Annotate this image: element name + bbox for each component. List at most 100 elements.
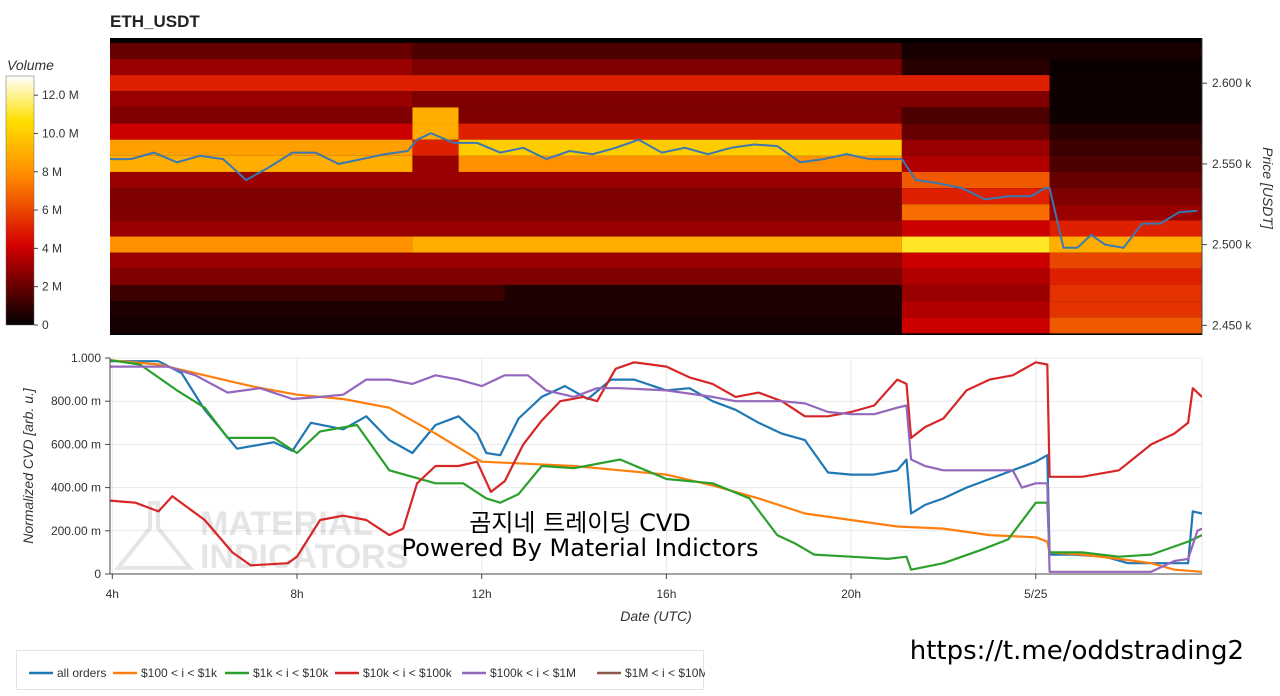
heatmap-cell bbox=[412, 58, 902, 76]
heatmap-y-tick-label: 2.550 k bbox=[1212, 157, 1252, 171]
heatmap-cell bbox=[901, 220, 1050, 237]
heatmap-title: ETH_USDT bbox=[110, 12, 200, 31]
heatmap-cell bbox=[1049, 284, 1202, 302]
cvd-x-tick-label: 20h bbox=[841, 587, 861, 601]
heatmap-cell bbox=[901, 301, 1050, 318]
heatmap-cell bbox=[110, 220, 902, 237]
heatmap-cells bbox=[110, 42, 1202, 334]
heatmap-cell bbox=[1049, 188, 1202, 205]
heatmap-cell bbox=[1049, 107, 1202, 124]
colorbar-ticks: 0 2 M 4 M 6 M 8 M 10.0 M 12.0 M bbox=[34, 88, 79, 332]
heatmap-cell bbox=[901, 123, 1050, 140]
heatmap-cell bbox=[458, 155, 902, 172]
cvd-y-tick-label: 600.00 m bbox=[51, 437, 101, 451]
heatmap-cell bbox=[901, 58, 1050, 76]
price-line bbox=[110, 132, 1198, 249]
cvd-x-tick-label: 4h bbox=[106, 587, 119, 601]
heatmap-cell bbox=[110, 139, 413, 156]
heatmap-cell bbox=[110, 284, 505, 302]
colorbar-tick-label: 12.0 M bbox=[42, 88, 79, 102]
heatmap-cell bbox=[412, 236, 902, 253]
cvd-y-tick-label: 0 bbox=[94, 567, 101, 581]
overlay-subtitle: Powered By Material Indictors bbox=[401, 534, 759, 562]
colorbar-tick-label: 10.0 M bbox=[42, 126, 79, 140]
heatmap-cell bbox=[110, 58, 413, 76]
cvd-y-tick-label: 1.000 bbox=[71, 351, 101, 365]
heatmap-cell bbox=[110, 107, 413, 124]
heatmap-cell bbox=[1049, 252, 1202, 269]
heatmap-cell bbox=[1049, 204, 1202, 221]
cvd-series-2 bbox=[110, 359, 1202, 571]
legend-item[interactable]: $100 < i < $1k bbox=[113, 666, 218, 680]
legend-item[interactable]: $100k < i < $1M bbox=[462, 666, 576, 680]
colorbar-tick-label: 6 M bbox=[42, 203, 62, 217]
heatmap-cell bbox=[412, 139, 459, 156]
cvd-y-ticks: 0 200.00 m 400.00 m 600.00 m 800.00 m 1.000 bbox=[51, 351, 110, 581]
cvd-x-label: Date (UTC) bbox=[620, 608, 692, 624]
legend-item[interactable]: $1M < i < $10M bbox=[597, 666, 708, 680]
heatmap-cell bbox=[110, 123, 413, 140]
cvd-y-tick-label: 200.00 m bbox=[51, 524, 101, 538]
cvd-x-tick-label: 16h bbox=[656, 587, 676, 601]
price-line-group bbox=[110, 132, 1198, 249]
heatmap-cell bbox=[1049, 75, 1202, 92]
legend-item[interactable]: $10k < i < $100k bbox=[335, 666, 453, 680]
legend-item[interactable]: $1k < i < $10k bbox=[225, 666, 329, 680]
legend-label: $100k < i < $1M bbox=[490, 666, 576, 680]
legend-label: $10k < i < $100k bbox=[363, 666, 453, 680]
heatmap-y-tick-label: 2.500 k bbox=[1212, 238, 1252, 252]
heatmap-y-tick-label: 2.450 k bbox=[1212, 318, 1252, 332]
legend-label: $1M < i < $10M bbox=[625, 666, 705, 680]
heatmap-cell bbox=[901, 204, 1050, 221]
colorbar-tick-label: 0 bbox=[42, 318, 49, 332]
colorbar-tick-label: 4 M bbox=[42, 241, 62, 255]
heatmap-cell bbox=[504, 284, 902, 302]
heatmap-cell bbox=[1049, 155, 1202, 172]
legend-label: $100 < i < $1k bbox=[141, 666, 218, 680]
legend-label: all orders bbox=[57, 666, 106, 680]
heatmap-cell bbox=[901, 284, 1050, 302]
heatmap-cell bbox=[110, 42, 413, 59]
heatmap-cell bbox=[901, 139, 1050, 156]
colorbar-title: Volume bbox=[7, 57, 54, 73]
legend-label: $1k < i < $10k bbox=[253, 666, 329, 680]
heatmap-cell bbox=[110, 188, 902, 205]
overlay-title: 곰지네 트레이딩 CVD bbox=[469, 509, 691, 537]
heatmap-cell bbox=[1049, 268, 1202, 285]
heatmap-y-ticks: 2.450 k 2.500 k 2.550 k 2.600 k bbox=[1202, 76, 1252, 332]
heatmap-cell bbox=[412, 123, 459, 140]
heatmap-cell bbox=[1049, 220, 1202, 237]
watermark-line-1: MATERIAL bbox=[200, 505, 373, 543]
heatmap-cell bbox=[110, 236, 413, 253]
heatmap-cell bbox=[1049, 123, 1202, 140]
heatmap-cell bbox=[110, 268, 902, 285]
footer-link[interactable]: https://t.me/oddstrading2 bbox=[909, 636, 1244, 666]
colorbar bbox=[5, 75, 35, 326]
legend-item[interactable]: all orders bbox=[29, 666, 106, 680]
watermark: MATERIAL INDICATORS bbox=[113, 501, 408, 576]
heatmap-cell bbox=[412, 155, 459, 172]
cvd-x-tick-label: 8h bbox=[290, 587, 303, 601]
heatmap-cell bbox=[1049, 317, 1202, 334]
colorbar-tick-label: 8 M bbox=[42, 165, 62, 179]
heatmap-cell bbox=[110, 317, 902, 334]
cvd-x-ticks: 4h 8h 12h 16h 20h 5/25 bbox=[106, 574, 1048, 601]
heatmap-cell bbox=[901, 171, 1050, 189]
cvd-series-lines bbox=[110, 359, 1202, 573]
heatmap-cell bbox=[901, 252, 1050, 269]
heatmap-cell bbox=[110, 171, 902, 189]
heatmap-cell bbox=[901, 42, 1202, 59]
heatmap-cell bbox=[1049, 139, 1202, 156]
heatmap-cell bbox=[110, 301, 902, 318]
heatmap-cell bbox=[901, 107, 1050, 124]
legend-items: all orders $100 < i < $1k $1k < i < $10k $1… bbox=[29, 666, 708, 680]
cvd-y-label: Normalized CVD [arb. u.] bbox=[20, 387, 36, 544]
cvd-series-3 bbox=[110, 361, 1202, 567]
heatmap-cell bbox=[458, 107, 902, 124]
heatmap-cell bbox=[901, 236, 1050, 253]
heatmap-cell bbox=[901, 188, 1050, 205]
flask-icon bbox=[113, 501, 195, 570]
heatmap-cell bbox=[1049, 58, 1202, 76]
